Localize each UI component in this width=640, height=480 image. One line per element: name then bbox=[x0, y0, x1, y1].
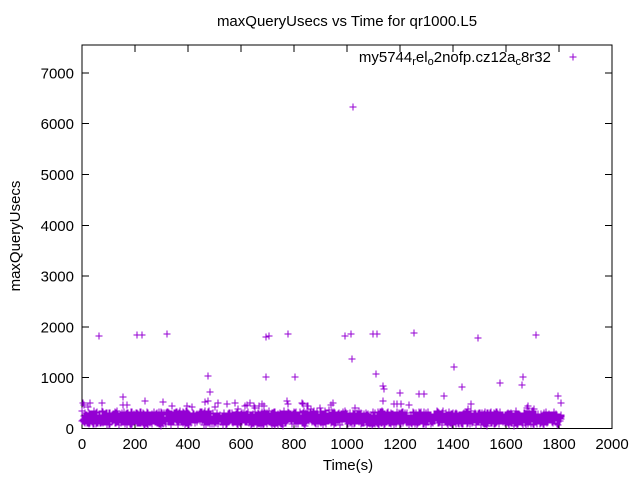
legend-text-segment: el bbox=[416, 49, 428, 66]
x-tick-label: 1600 bbox=[489, 436, 522, 453]
plot-frame bbox=[81, 44, 613, 429]
x-tick-label: 0 bbox=[78, 436, 86, 453]
x-tick-label: 400 bbox=[175, 436, 200, 453]
x-tick-label: 200 bbox=[122, 436, 147, 453]
axis-ticks bbox=[81, 45, 613, 429]
x-tick-label: 600 bbox=[228, 436, 253, 453]
legend-text-segment: 2nofp.cz12a bbox=[434, 49, 516, 66]
legend-subscript: c bbox=[515, 56, 521, 68]
legend-subscript: o bbox=[428, 56, 434, 68]
y-tick-label: 0 bbox=[66, 421, 74, 438]
legend-series-label: my5744relo2nofp.cz12ac8r32 bbox=[359, 49, 551, 68]
y-tick-label: 6000 bbox=[41, 116, 74, 133]
y-tick-label: 2000 bbox=[41, 319, 74, 336]
y-tick-label: 1000 bbox=[41, 370, 74, 387]
y-tick-label: 5000 bbox=[41, 167, 74, 184]
x-tick-label: 2000 bbox=[595, 436, 628, 453]
legend-plus-marker-icon bbox=[569, 53, 577, 61]
x-tick-label: 1200 bbox=[383, 436, 416, 453]
x-tick-label: 800 bbox=[281, 436, 306, 453]
legend-text-segment: 8r32 bbox=[521, 49, 551, 66]
legend: my5744relo2nofp.cz12ac8r32 bbox=[359, 49, 577, 68]
x-tick-label: 1800 bbox=[542, 436, 575, 453]
x-axis-label: Time(s) bbox=[323, 457, 373, 474]
legend-text-segment: my5744 bbox=[359, 49, 412, 66]
axis-tick-labels: 0 200 400 600 800 1000 1200 1400 1600 1800 2000 0 10… bbox=[41, 65, 629, 453]
y-tick-label: 7000 bbox=[41, 65, 74, 82]
chart-title: maxQueryUsecs vs Time for qr1000.L5 bbox=[217, 13, 477, 30]
y-axis-label: maxQueryUsecs bbox=[7, 181, 24, 292]
y-tick-label: 4000 bbox=[41, 218, 74, 235]
y-tick-label: 3000 bbox=[41, 269, 74, 286]
tick-marks bbox=[81, 45, 613, 429]
legend-subscript: r bbox=[412, 56, 416, 68]
x-tick-label: 1400 bbox=[436, 436, 469, 453]
series-plus-markers bbox=[78, 103, 565, 430]
data-points bbox=[78, 103, 565, 430]
x-tick-label: 1000 bbox=[330, 436, 363, 453]
